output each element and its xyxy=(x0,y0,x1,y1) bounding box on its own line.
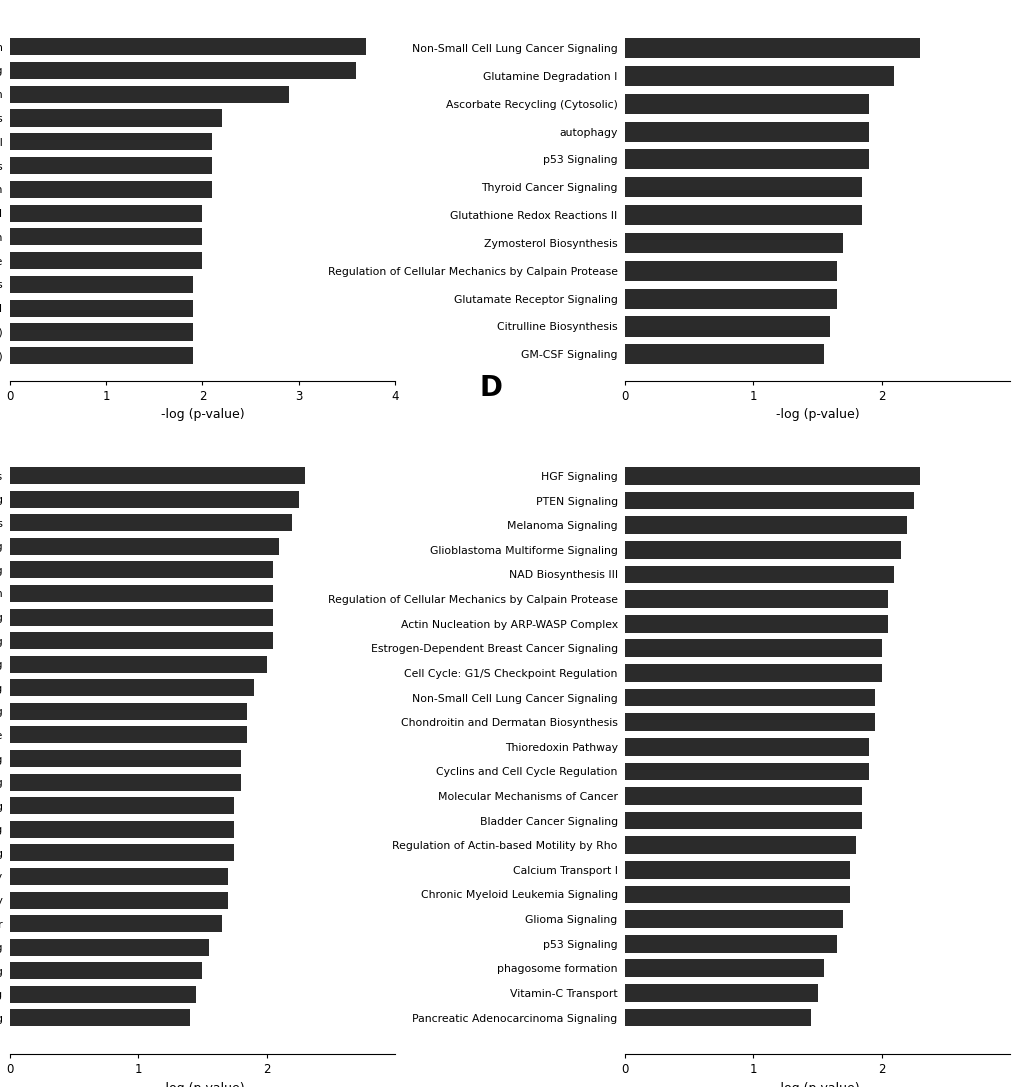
Bar xyxy=(625,689,874,707)
Bar xyxy=(10,538,279,554)
Bar xyxy=(625,886,849,903)
Bar xyxy=(625,261,836,280)
Bar xyxy=(10,110,221,126)
Bar xyxy=(10,62,356,79)
Bar xyxy=(625,289,836,309)
Bar xyxy=(10,180,212,198)
Bar xyxy=(10,797,234,814)
Bar xyxy=(10,986,196,1003)
Bar xyxy=(625,1009,810,1026)
Bar xyxy=(625,122,868,141)
Bar xyxy=(625,836,855,854)
Bar xyxy=(625,467,919,485)
Bar xyxy=(625,762,868,780)
Bar xyxy=(625,516,906,534)
Bar xyxy=(10,490,299,508)
Bar xyxy=(625,960,823,977)
Bar xyxy=(10,134,212,150)
Bar xyxy=(10,1010,190,1026)
Bar xyxy=(10,845,234,861)
X-axis label: -log (p-value): -log (p-value) xyxy=(160,409,244,422)
Bar xyxy=(10,228,202,246)
Bar xyxy=(10,821,234,838)
Bar xyxy=(10,962,202,979)
Bar xyxy=(625,149,868,170)
Bar xyxy=(10,204,202,222)
Bar xyxy=(625,205,862,225)
Bar xyxy=(625,984,817,1002)
Bar xyxy=(10,915,221,932)
Bar xyxy=(10,750,240,767)
X-axis label: -log (p-value): -log (p-value) xyxy=(775,409,859,422)
Bar xyxy=(10,347,193,364)
Bar xyxy=(625,316,829,337)
Bar xyxy=(10,300,193,316)
Bar xyxy=(10,585,273,602)
Bar xyxy=(625,738,868,755)
Bar xyxy=(625,639,880,658)
Bar xyxy=(625,93,868,114)
Bar xyxy=(625,177,862,198)
Bar xyxy=(10,726,247,744)
Bar xyxy=(625,565,894,584)
Bar xyxy=(625,664,880,682)
Bar xyxy=(625,615,888,633)
Bar xyxy=(625,787,862,804)
Bar xyxy=(625,935,836,952)
Bar xyxy=(625,590,888,608)
Bar xyxy=(625,910,843,928)
Bar xyxy=(10,774,240,790)
Bar xyxy=(625,812,862,829)
Bar xyxy=(10,939,209,955)
Bar xyxy=(625,66,894,86)
Bar xyxy=(625,233,843,253)
Bar xyxy=(10,891,228,909)
Bar xyxy=(625,345,823,364)
Text: D: D xyxy=(479,374,501,402)
X-axis label: -log (p-value): -log (p-value) xyxy=(775,1082,859,1087)
Bar xyxy=(10,324,193,340)
Bar xyxy=(10,561,273,578)
Bar xyxy=(10,609,273,625)
Bar xyxy=(10,252,202,270)
Bar xyxy=(625,861,849,878)
Bar xyxy=(10,633,273,649)
Bar xyxy=(10,867,228,885)
Bar xyxy=(625,38,919,58)
Bar xyxy=(625,713,874,730)
Bar xyxy=(10,38,366,55)
Bar xyxy=(10,467,305,484)
X-axis label: -log (p-value): -log (p-value) xyxy=(160,1082,244,1087)
Bar xyxy=(10,655,266,673)
Bar xyxy=(10,157,212,174)
Bar xyxy=(10,679,254,697)
Bar xyxy=(10,514,291,532)
Bar xyxy=(10,703,247,720)
Bar xyxy=(10,276,193,293)
Bar xyxy=(625,491,913,510)
Bar xyxy=(625,541,900,559)
Bar xyxy=(10,86,288,103)
